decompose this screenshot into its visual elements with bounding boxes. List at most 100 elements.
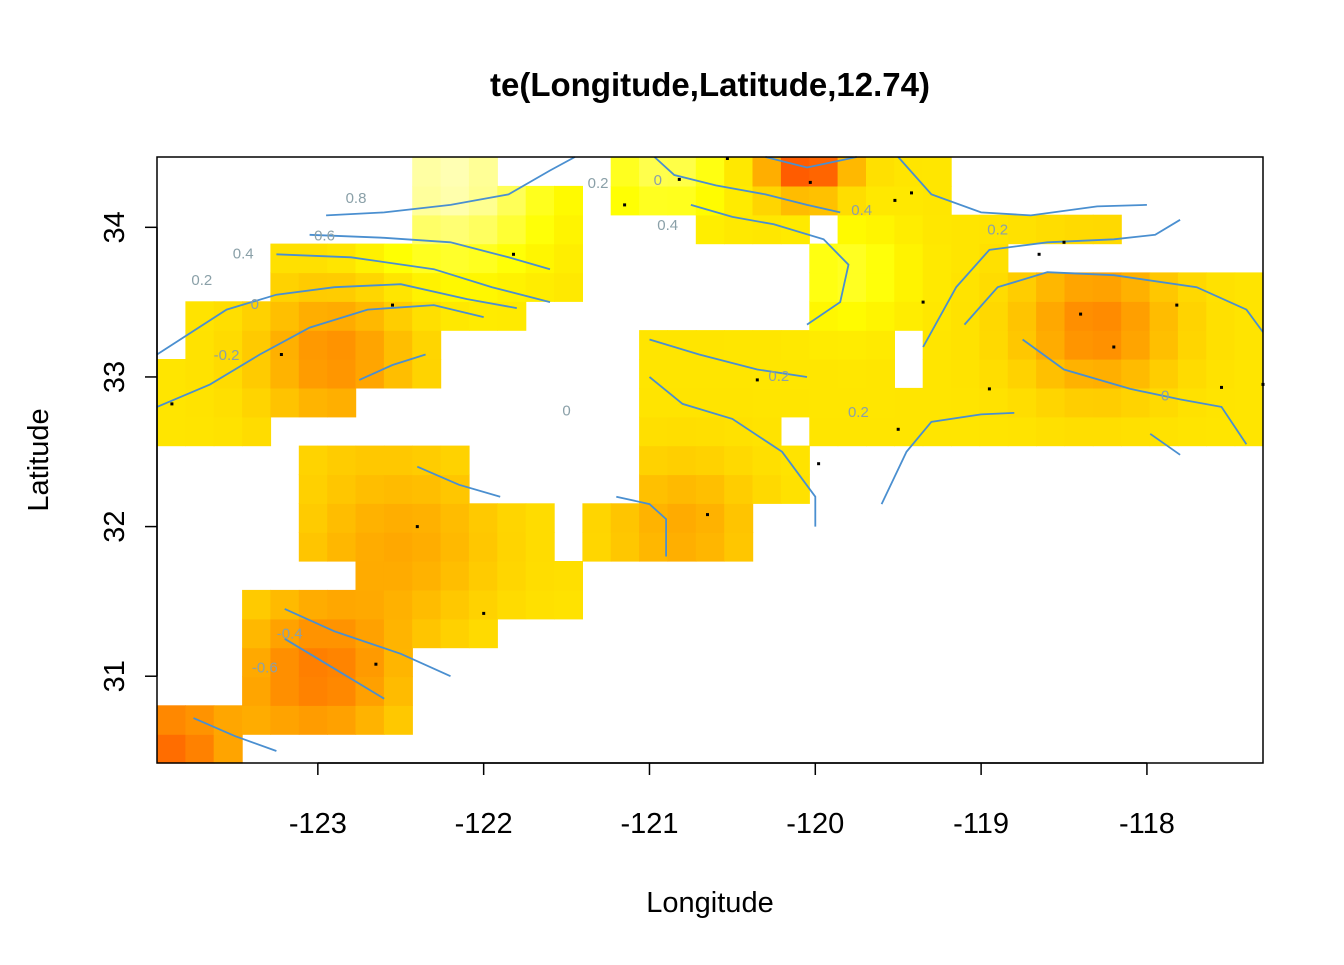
- heatmap-tile: [667, 503, 697, 533]
- heatmap-tile: [837, 330, 867, 360]
- observation-point: [391, 303, 394, 307]
- heatmap-tile: [242, 618, 272, 649]
- heatmap-tile: [213, 705, 243, 735]
- contour-line: [309, 233, 551, 271]
- heatmap-tile: [242, 647, 272, 678]
- heatmap-tile: [639, 185, 669, 216]
- heatmap-tile: [242, 705, 272, 735]
- heatmap-tile: [1064, 330, 1094, 360]
- heatmap-tile: [1234, 359, 1264, 389]
- heatmap-tile: [695, 359, 725, 389]
- heatmap-tile: [383, 589, 413, 620]
- heatmap-tile: [752, 330, 782, 360]
- heatmap-tile: [1092, 330, 1122, 360]
- heatmap-tile: [327, 503, 357, 533]
- heatmap-tile: [1007, 330, 1037, 360]
- heatmap-tile: [951, 301, 981, 331]
- heatmap-tile: [157, 705, 186, 735]
- heatmap-tile: [866, 185, 895, 216]
- heatmap-tile: [298, 503, 328, 533]
- heatmap-tile: [639, 416, 669, 447]
- contour-line: [963, 271, 1264, 333]
- contour-label: -0.6: [252, 660, 278, 677]
- heatmap-tile: [1206, 301, 1236, 331]
- contour-line: [276, 253, 551, 303]
- heatmap-tile: [639, 532, 669, 562]
- heatmap-tile: [1149, 330, 1179, 360]
- y-tick-label: 34: [99, 211, 131, 243]
- heatmap-tile: [752, 185, 782, 216]
- heatmap-tile: [355, 272, 385, 302]
- heatmap-tile: [242, 359, 272, 389]
- heatmap-tile: [639, 474, 669, 504]
- heatmap-tile: [1092, 272, 1122, 302]
- contour-lines: [156, 156, 1264, 752]
- heatmap-tile: [610, 185, 640, 216]
- heatmap-tile: [752, 387, 782, 418]
- heatmap-tile: [866, 301, 895, 331]
- heatmap-tile: [213, 734, 243, 764]
- observation-point: [415, 525, 419, 529]
- heatmap-tile: [639, 445, 669, 476]
- y-tick-label: 32: [99, 510, 131, 542]
- heatmap-tile: [894, 157, 924, 187]
- contour-line: [690, 204, 850, 326]
- heatmap-tile: [298, 387, 328, 418]
- heatmap-tile: [837, 185, 867, 216]
- heatmap-tile: [780, 185, 810, 216]
- heatmap-tile: [468, 589, 498, 620]
- heatmap-tile: [355, 474, 385, 504]
- heatmap-tile: [667, 330, 697, 360]
- observation-point: [1112, 345, 1116, 349]
- heatmap-tile: [298, 359, 328, 389]
- heatmap-tile: [327, 532, 357, 562]
- heatmap-tile: [440, 185, 470, 216]
- heatmap-tiles: [157, 157, 1264, 764]
- heatmap-tile: [554, 561, 583, 591]
- heatmap-tile: [639, 157, 669, 187]
- heatmap-tile: [383, 705, 413, 735]
- heatmap-tile: [468, 561, 498, 591]
- x-tick-label: -118: [1119, 808, 1175, 840]
- heatmap-tile: [298, 330, 328, 360]
- heatmap-tile: [1149, 359, 1179, 389]
- heatmap-tile: [412, 561, 442, 591]
- heatmap-tile: [695, 474, 725, 504]
- observation-point: [910, 191, 913, 195]
- heatmap-tile: [355, 503, 385, 533]
- heatmap-tile: [695, 445, 725, 476]
- heatmap-tile: [298, 243, 328, 274]
- heatmap-tile: [894, 185, 924, 216]
- heatmap-tile: [185, 734, 215, 764]
- heatmap-tile: [525, 185, 555, 216]
- observation-point: [817, 462, 821, 466]
- heatmap-tile: [355, 647, 385, 678]
- heatmap-tile: [298, 618, 328, 649]
- heatmap-tile: [270, 647, 300, 678]
- heatmap-tile: [752, 474, 782, 504]
- heatmap-tile: [440, 618, 470, 649]
- heatmap-tile: [1234, 330, 1264, 360]
- heatmap-tile: [1036, 214, 1066, 245]
- heatmap-tile: [468, 214, 498, 245]
- heatmap-tile: [497, 503, 527, 533]
- heatmap-tile: [809, 272, 839, 302]
- heatmap-tile: [922, 330, 952, 360]
- heatmap-tile: [383, 647, 413, 678]
- heatmap-tile: [1234, 387, 1264, 418]
- heatmap-tile: [525, 561, 555, 591]
- heatmap-tile: [355, 359, 385, 389]
- contour-label: 0: [1161, 387, 1169, 404]
- contour-label: -0.4: [277, 625, 303, 642]
- heatmap-tile: [185, 359, 215, 389]
- heatmap-tile: [242, 416, 272, 447]
- heatmap-tile: [157, 416, 186, 447]
- heatmap-tile: [724, 532, 754, 562]
- heatmap-tile: [468, 157, 498, 187]
- heatmap-tile: [1064, 301, 1094, 331]
- observation-point: [374, 662, 378, 666]
- observation-point: [512, 252, 515, 256]
- observation-point: [279, 353, 283, 356]
- heatmap-tile: [1121, 301, 1151, 331]
- heatmap-tile: [837, 157, 867, 187]
